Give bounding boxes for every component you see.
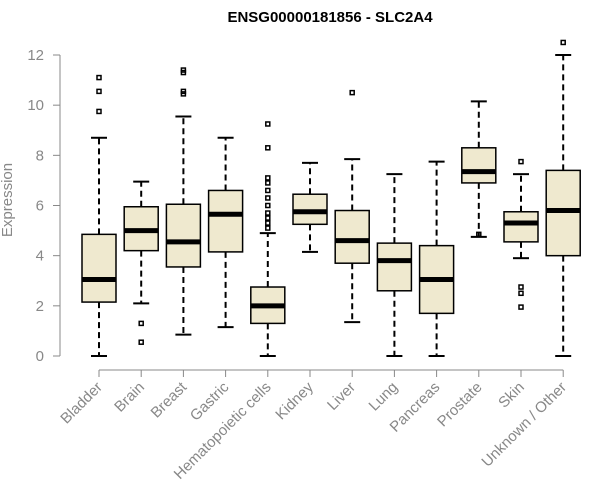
iqr-box [545, 169, 581, 257]
iqr-box [292, 193, 328, 226]
outlier-point [138, 320, 144, 327]
box-hematopoietic-cells [250, 121, 286, 357]
x-tick-label: Prostate [434, 379, 486, 431]
y-tick-label: 4 [36, 248, 44, 265]
outlier-point [265, 210, 271, 216]
iqr-box [461, 147, 497, 184]
iqr-box [207, 189, 244, 253]
outlier-point [518, 284, 524, 290]
iqr-box [81, 233, 117, 303]
outlier-point [96, 88, 102, 95]
outlier-point [518, 290, 524, 297]
box-liver [334, 89, 370, 324]
outlier-point [265, 220, 271, 226]
outlier-point [265, 195, 271, 201]
outlier-point [96, 108, 102, 115]
boxes-group [81, 39, 581, 357]
outlier-point [265, 187, 271, 194]
box-bladder [81, 74, 117, 357]
x-tick-label: Brain [111, 379, 148, 416]
iqr-box [334, 209, 370, 264]
box-unknown-other [545, 39, 581, 357]
outlier-point [138, 339, 144, 345]
outlier-point [265, 175, 271, 181]
chart-title: ENSG00000181856 - SLC2A4 [227, 9, 433, 26]
outlier-point [96, 74, 102, 81]
x-tick-label: Bladder [57, 379, 106, 428]
box-pancreas [418, 160, 455, 357]
box-gastric [207, 136, 244, 329]
outlier-point [265, 225, 271, 231]
outlier-point [349, 89, 355, 96]
y-tick-label: 8 [36, 147, 44, 164]
box-lung [376, 173, 413, 357]
iqr-box [165, 203, 202, 268]
outlier-point [265, 145, 271, 151]
iqr-box [376, 242, 413, 292]
box-skin [503, 158, 539, 310]
outlier-point [180, 67, 187, 73]
box-kidney [292, 161, 328, 253]
outlier-point [476, 231, 482, 238]
y-axis: 0 2 4 6 8 10 12 [27, 47, 61, 365]
outlier-point [265, 215, 271, 221]
x-tick-label: Breast [148, 378, 191, 421]
x-tick-label: Liver [324, 379, 359, 414]
box-prostate [461, 100, 497, 238]
outlier-point [180, 88, 187, 95]
y-tick-label: 0 [36, 348, 44, 365]
outlier-point [560, 39, 566, 46]
box-brain [123, 180, 159, 345]
y-tick-label: 6 [36, 198, 44, 215]
iqr-box [503, 211, 539, 243]
y-axis-label: Expression [0, 163, 16, 237]
outlier-point [265, 180, 271, 186]
outlier-point [518, 158, 524, 165]
x-tick-label: Skin [495, 379, 528, 412]
box-breast [165, 67, 202, 336]
outlier-point [265, 202, 271, 209]
y-tick-label: 12 [27, 47, 44, 64]
outlier-point [265, 121, 271, 127]
x-tick-label: Kidney [272, 378, 317, 423]
outlier-point [518, 304, 524, 310]
y-tick-label: 10 [27, 97, 44, 114]
x-tick-label: Lung [366, 379, 402, 415]
y-tick-label: 2 [36, 298, 44, 315]
